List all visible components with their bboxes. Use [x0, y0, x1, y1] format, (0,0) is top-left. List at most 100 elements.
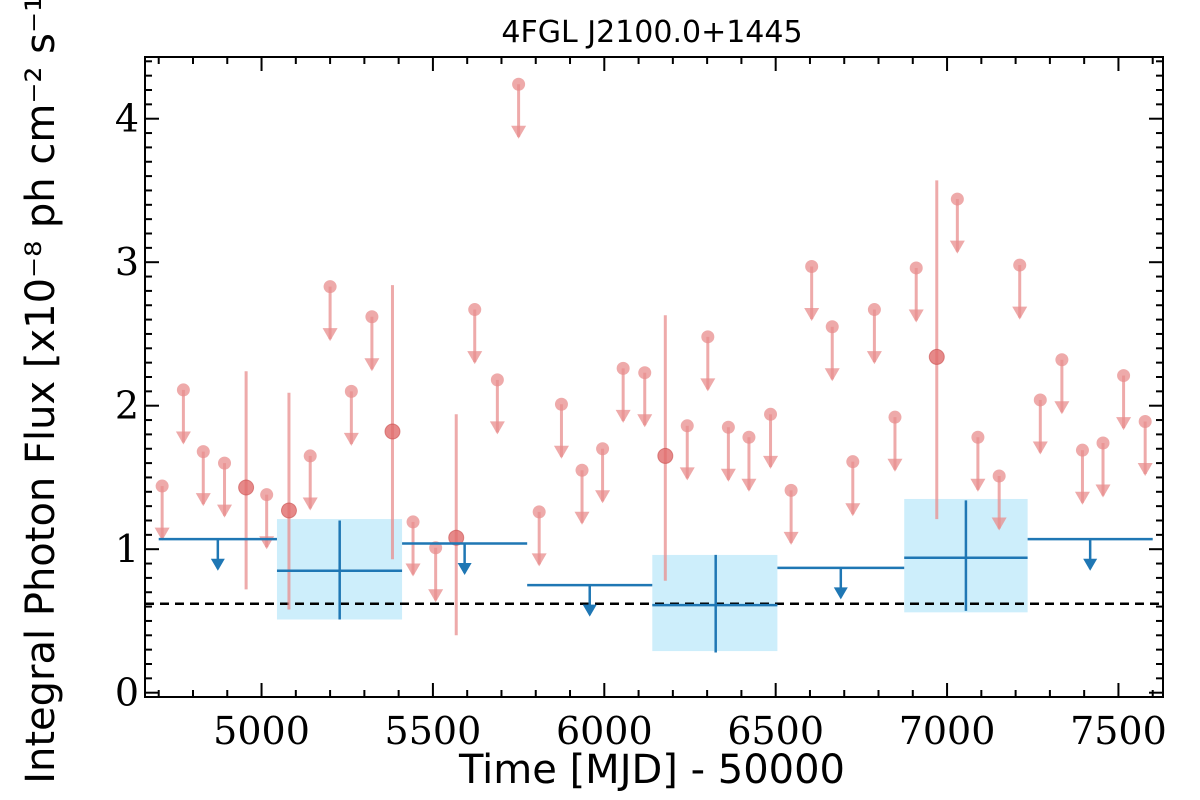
short-bin-upper-limit-point: [680, 419, 694, 433]
short-bin-detection-point: [384, 423, 401, 440]
long-bin-upper-limit-arrowhead: [457, 563, 472, 576]
short-bin-detection-point: [448, 529, 465, 546]
short-bin-upper-limit-point: [344, 384, 358, 398]
x-axis-label: Time [MJD] - 50000: [458, 747, 845, 793]
short-bin-upper-limit-point: [512, 77, 526, 91]
short-bin-upper-limit-arrowhead: [553, 445, 569, 459]
y-tick-label: 2: [115, 384, 139, 428]
x-tick-label: 7000: [899, 709, 996, 753]
short-bin-upper-limit-arrowhead: [302, 497, 318, 511]
short-bin-upper-limit-point: [992, 469, 1006, 483]
short-bin-upper-limit-arrowhead: [720, 468, 736, 482]
short-bin-upper-limit-point: [323, 280, 337, 294]
short-bin-upper-limit-point: [1033, 393, 1047, 407]
plot-area: [145, 77, 1163, 653]
short-bin-upper-limit-point: [950, 192, 964, 206]
short-bin-upper-limit-arrowhead: [763, 455, 779, 469]
x-tick-label: 5500: [385, 709, 482, 753]
y-axis-label: Integral Photon Flux [x10⁻⁸ ph cm⁻² s⁻¹]: [18, 0, 64, 784]
short-bin-upper-limit-point: [176, 383, 190, 397]
short-bin-upper-limit-arrowhead: [615, 409, 631, 423]
short-bin-upper-limit-point: [1013, 258, 1027, 272]
short-bin-upper-limit-arrowhead: [908, 309, 924, 323]
short-bin-upper-limit-arrowhead: [845, 503, 861, 517]
short-bin-upper-limit-arrowhead: [175, 431, 191, 445]
x-tick-label: 5000: [213, 709, 310, 753]
short-bin-upper-limit-arrowhead: [824, 368, 840, 382]
short-bin-upper-limit-arrowhead: [217, 504, 233, 518]
short-bin-upper-limit-arrowhead: [489, 421, 505, 435]
chart-title: 4FGL J2100.0+1445: [501, 15, 802, 50]
short-bin-upper-limit-arrowhead: [405, 563, 421, 577]
short-bin-upper-limit-point: [701, 330, 715, 344]
short-bin-upper-limit-point: [1138, 414, 1152, 428]
short-bin-upper-limit-arrowhead: [511, 125, 527, 139]
short-bin-upper-limit-arrowhead: [949, 240, 965, 254]
short-bin-upper-limit-arrowhead: [804, 308, 820, 322]
short-bin-detection-point: [657, 447, 674, 464]
short-bin-upper-limit-arrowhead: [887, 458, 903, 472]
short-bin-upper-limit-arrowhead: [574, 511, 590, 525]
short-bin-upper-limit-arrowhead: [531, 553, 547, 567]
short-bin-upper-limit-arrowhead: [1116, 417, 1132, 431]
short-bin-upper-limit-arrowhead: [1095, 484, 1111, 498]
short-bin-detection-point: [238, 479, 255, 496]
short-bin-upper-limit-arrowhead: [1074, 491, 1090, 505]
y-tick-label: 4: [115, 97, 139, 141]
short-bin-upper-limit-point: [490, 373, 504, 387]
short-bin-upper-limit-arrowhead: [970, 478, 986, 492]
short-bin-upper-limit-point: [155, 479, 169, 493]
short-bin-upper-limit-point: [888, 410, 902, 424]
short-bin-upper-limit-point: [784, 483, 798, 497]
short-bin-upper-limit-point: [554, 397, 568, 411]
short-bin-upper-limit-arrowhead: [364, 358, 380, 372]
long-bin-upper-limit-arrowhead: [582, 604, 597, 617]
short-bin-upper-limit-point: [1055, 353, 1069, 367]
short-bin-upper-limit-point: [596, 442, 610, 456]
short-bin-upper-limit-point: [406, 515, 420, 529]
short-bin-upper-limit-point: [1117, 369, 1131, 383]
short-bin-upper-limit-point: [468, 303, 482, 317]
short-bin-upper-limit-point: [365, 310, 379, 324]
short-bin-upper-limit-point: [742, 430, 756, 444]
x-tick-label: 6500: [727, 709, 824, 753]
short-bin-detection-point: [280, 502, 297, 519]
short-bin-upper-limit-arrowhead: [991, 517, 1007, 531]
short-bin-upper-limit-point: [867, 303, 881, 317]
x-tick-label: 7500: [1070, 709, 1167, 753]
axes: 5000 5500 6000 6500 7000 7500 0 1 2 3 4: [115, 56, 1167, 753]
short-bin-upper-limit-arrowhead: [866, 351, 882, 365]
short-bin-upper-limit-point: [825, 320, 839, 334]
short-bin-upper-limit-point: [805, 260, 819, 274]
short-bin-upper-limit-point: [616, 361, 630, 375]
short-bin-upper-limit-point: [1096, 436, 1110, 450]
short-bin-upper-limit-arrowhead: [1032, 441, 1048, 455]
short-bin-upper-limit-point: [1075, 443, 1089, 457]
short-bin-upper-limit-arrowhead: [343, 432, 359, 446]
y-tick-label: 3: [115, 240, 139, 284]
short-bin-upper-limit-arrowhead: [783, 531, 799, 545]
short-bin-upper-limit-arrowhead: [741, 478, 757, 492]
short-bin-upper-limit-point: [575, 463, 589, 477]
short-bin-upper-limit-point: [909, 261, 923, 275]
short-bin-upper-limit-point: [196, 445, 210, 459]
short-bin-upper-limit-point: [638, 366, 652, 380]
short-bin-upper-limit-arrowhead: [595, 490, 611, 504]
long-bin-upper-limit-arrowhead: [210, 558, 225, 571]
short-bin-upper-limit-arrowhead: [154, 527, 170, 541]
short-bin-detection-point: [928, 348, 945, 365]
short-bin-upper-limit-point: [303, 449, 317, 463]
short-bin-upper-limit-arrowhead: [1012, 306, 1028, 320]
short-bin-upper-limit-arrowhead: [679, 467, 695, 481]
short-bin-upper-limit-arrowhead: [637, 414, 653, 428]
short-bin-upper-limit-point: [971, 430, 985, 444]
short-bin-upper-limit-point: [260, 488, 274, 502]
short-bin-upper-limit-point: [218, 456, 232, 470]
x-tick-label: 6000: [556, 709, 653, 753]
y-tick-label: 0: [115, 671, 139, 715]
short-bin-upper-limit-point: [846, 455, 860, 469]
short-bin-upper-limit-arrowhead: [1137, 463, 1153, 477]
y-tick-label: 1: [115, 527, 139, 571]
short-bin-upper-limit-point: [721, 420, 735, 434]
short-bin-upper-limit-point: [764, 407, 778, 421]
